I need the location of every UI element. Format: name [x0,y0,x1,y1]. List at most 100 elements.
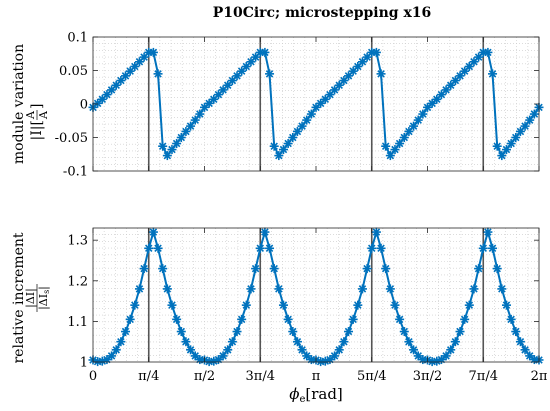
marker-stroke [279,145,288,154]
y-tick-label: 1.1 [67,315,88,330]
marker-stroke [502,145,511,154]
data-point [344,327,354,337]
data-point [395,314,405,324]
data-point [181,126,191,136]
marker-stroke [386,151,395,160]
data-point [497,284,507,294]
bottom-plot-xlabel: ϕe[rad] [289,385,343,405]
data-point [246,284,256,294]
marker-stroke [172,315,181,324]
y-tick-label: 1 [80,356,88,371]
data-point [260,227,270,237]
marker-stroke [270,264,278,273]
data-point [446,345,456,355]
data-point [162,151,172,161]
marker-stroke [112,346,120,354]
data-point [278,300,288,310]
marker-stroke [391,145,399,154]
marker-stroke [409,346,418,354]
data-point [237,314,247,324]
data-point [292,126,302,136]
marker-stroke [502,301,511,309]
top-ylabel-text: module variation [11,44,27,164]
data-point [367,243,377,253]
x-tick-label: π/4 [138,369,159,384]
marker-stroke [512,133,520,142]
marker-stroke [284,139,292,148]
marker-stroke [121,327,130,336]
data-point [404,337,414,347]
top-plot-x-ticks [92,37,540,171]
data-point [506,314,516,324]
marker-stroke [177,133,186,142]
top-ylabel-numerator: A [24,110,37,120]
marker-stroke [479,244,487,253]
data-point [195,109,205,119]
marker-stroke [307,110,316,118]
marker-stroke [498,285,506,293]
bottom-plot-ylabel: relative increment |ΔI| |ΔIs| [11,232,51,363]
marker-stroke [391,301,399,309]
data-point [492,141,502,151]
marker-stroke [335,346,343,354]
marker-stroke [163,285,172,293]
marker-stroke [460,315,469,324]
marker-stroke [182,337,190,346]
marker-stroke [237,315,246,324]
data-point [274,151,284,161]
top-plot-series [88,47,544,161]
marker-stroke [372,48,381,57]
y-tick-label: 0 [80,98,88,113]
data-point [371,47,381,57]
marker-stroke [168,145,176,154]
data-point [153,243,163,253]
data-point [506,139,516,149]
data-point [381,141,391,151]
data-point [525,115,535,125]
data-point [501,145,511,155]
marker-stroke [525,352,534,360]
data-point [381,264,391,274]
marker-stroke [354,301,362,309]
marker-stroke [400,327,409,336]
x-tick-label: 3π/2 [413,369,442,384]
data-point [283,314,293,324]
top-plot-vertical-lines [147,37,485,171]
data-point [395,139,405,149]
data-point [529,109,539,119]
marker-stroke [172,139,181,148]
data-point [376,243,386,253]
data-point [520,121,530,131]
data-point [511,327,521,337]
marker-stroke [349,315,357,324]
marker-stroke [261,48,269,57]
data-point [176,327,186,337]
data-point [492,264,502,274]
marker-stroke [298,122,306,130]
data-point [260,47,270,57]
data-point [186,121,196,131]
data-point [418,109,428,119]
marker-stroke [409,122,418,130]
marker-stroke [223,346,232,354]
bottom-plot-grid [93,228,539,362]
data-point [232,327,242,337]
marker-stroke [126,315,134,324]
marker-stroke [330,352,339,360]
bottom-ylabel-denominator: |ΔIs| [37,286,51,310]
data-point [515,337,525,347]
marker-stroke [530,110,539,118]
data-point [371,227,381,237]
data-point [167,300,177,310]
data-point [483,47,493,57]
marker-stroke [117,337,125,346]
chart-title: P10Circ; microstepping x16 [213,5,432,21]
data-point [218,351,228,361]
marker-stroke [275,285,283,293]
data-point [474,264,484,274]
marker-stroke [363,264,371,273]
data-point [353,300,363,310]
marker-stroke [168,301,176,309]
marker-stroke [340,337,348,346]
data-point [265,243,275,253]
